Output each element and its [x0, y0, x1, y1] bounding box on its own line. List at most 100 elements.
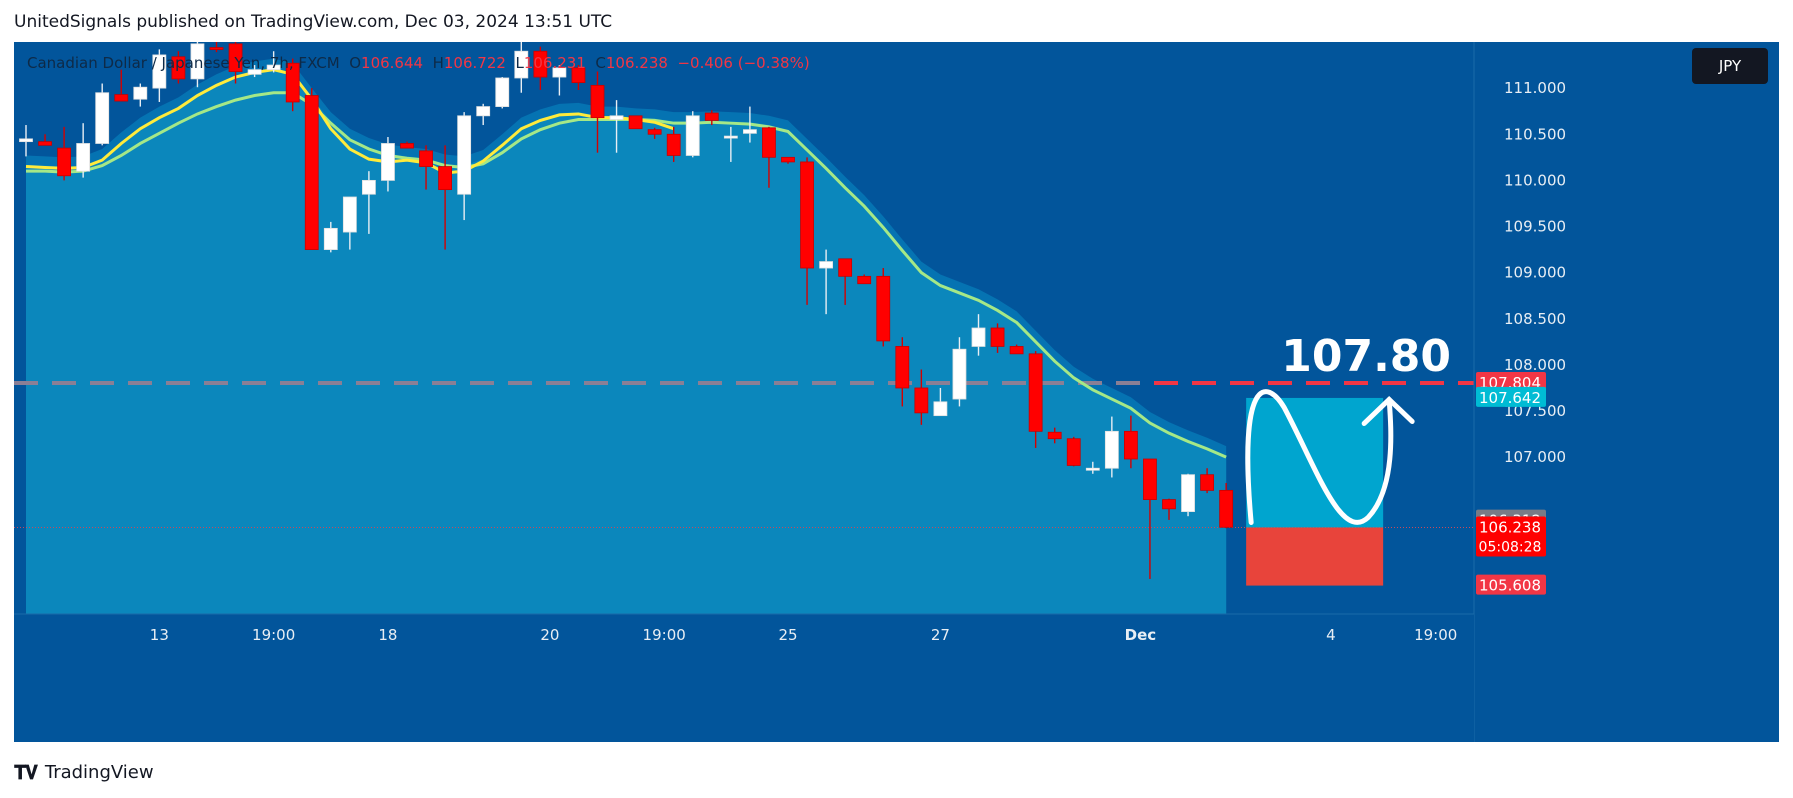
ema-fast-line [25, 68, 675, 175]
candle-body [19, 138, 33, 143]
candle[interactable] [38, 134, 52, 146]
candle[interactable] [476, 103, 491, 126]
candle[interactable] [1219, 482, 1234, 529]
candle-body [342, 196, 357, 233]
candle-body [1200, 474, 1214, 491]
candle[interactable] [228, 42, 243, 84]
candle[interactable] [57, 126, 71, 181]
candle[interactable] [114, 69, 129, 102]
candle[interactable] [781, 156, 795, 164]
candle[interactable] [76, 123, 91, 178]
candle[interactable] [209, 42, 224, 53]
candle[interactable] [285, 58, 300, 112]
open-label: O [349, 54, 362, 72]
candle-body [666, 133, 681, 156]
candle[interactable] [609, 100, 624, 153]
candle[interactable] [971, 314, 986, 356]
candle[interactable] [419, 145, 433, 190]
candle[interactable] [1200, 468, 1214, 494]
projection-layer: 107.80 [1245, 331, 1451, 586]
candle[interactable] [1009, 344, 1024, 355]
candle-body [781, 156, 795, 163]
candle[interactable] [514, 42, 529, 93]
candle[interactable] [171, 51, 186, 84]
candle-body [133, 86, 148, 100]
candles-layer [19, 42, 1234, 579]
candle[interactable] [1143, 458, 1157, 579]
y-tick-label: 109.500 [1504, 218, 1566, 236]
candle[interactable] [342, 196, 357, 250]
x-tick-label: 20 [540, 626, 559, 644]
candle[interactable] [19, 125, 33, 157]
candle-body [838, 258, 853, 277]
time-axis[interactable] [14, 614, 1474, 742]
candle[interactable] [381, 137, 395, 192]
candle-body [457, 115, 472, 195]
candle[interactable] [1181, 473, 1195, 517]
footer-brand[interactable]: 𝐓𝐕 TradingView [14, 760, 154, 786]
candle[interactable] [247, 65, 262, 78]
candle-body [533, 50, 548, 78]
candle[interactable] [800, 157, 814, 305]
candle-body [1124, 430, 1138, 460]
candle-body [247, 69, 262, 75]
price-label-badge [1476, 516, 1546, 557]
candle[interactable] [304, 88, 319, 250]
candle-body [171, 56, 186, 80]
candle[interactable] [1085, 461, 1100, 474]
candle[interactable] [1124, 415, 1138, 469]
candle[interactable] [190, 42, 205, 88]
y-tick-label: 107.000 [1504, 448, 1566, 466]
candle-body [190, 43, 205, 80]
candle[interactable] [323, 221, 338, 253]
candle[interactable] [704, 110, 719, 126]
candle[interactable] [1028, 351, 1043, 448]
candlestick-chart[interactable]: 107.80 111.000 110.500 110.000 109.500 109.0… [14, 42, 1779, 742]
close-label: C [595, 54, 606, 72]
candle-body [1028, 353, 1043, 432]
chart-pane[interactable]: 107.80 111.000 110.500 110.000 109.500 109.0… [14, 42, 1779, 742]
x-tick-label: 27 [931, 626, 950, 644]
candle[interactable] [647, 127, 662, 139]
candle[interactable] [666, 126, 681, 162]
candle[interactable] [895, 337, 910, 407]
candle-body [895, 346, 910, 389]
candle-body [1047, 431, 1062, 440]
candle[interactable] [762, 126, 776, 188]
candle-body [361, 179, 376, 195]
candle[interactable] [552, 65, 567, 96]
candle[interactable] [933, 387, 948, 417]
candle[interactable] [819, 249, 833, 315]
candle[interactable] [876, 268, 891, 347]
candle-body [114, 94, 129, 102]
candle[interactable] [590, 71, 605, 153]
candle[interactable] [95, 83, 110, 146]
currency-badge[interactable]: JPY [1692, 48, 1768, 84]
y-tick-label: 110.500 [1504, 125, 1566, 143]
tradingview-logo-icon: 𝐓𝐕 [14, 762, 38, 784]
candle[interactable] [400, 141, 414, 149]
candle[interactable] [438, 145, 453, 250]
candle[interactable] [1066, 436, 1081, 467]
candle[interactable] [457, 112, 472, 221]
candle[interactable] [495, 77, 510, 109]
candle[interactable] [914, 369, 929, 425]
y-tick-label: 111.000 [1504, 79, 1566, 97]
candle[interactable] [361, 171, 376, 234]
candle[interactable] [152, 49, 167, 102]
candle[interactable] [1047, 427, 1062, 444]
candle[interactable] [1104, 416, 1119, 478]
candle[interactable] [266, 51, 281, 73]
candle[interactable] [838, 258, 853, 305]
candle[interactable] [857, 274, 872, 285]
candle[interactable] [990, 323, 1005, 353]
candle[interactable] [628, 115, 643, 130]
candle[interactable] [133, 83, 148, 107]
candle[interactable] [571, 65, 586, 90]
candle[interactable] [685, 111, 700, 158]
candle[interactable] [533, 46, 548, 90]
candle[interactable] [723, 126, 738, 162]
candle[interactable] [1162, 498, 1176, 520]
candle[interactable] [743, 106, 757, 143]
candle[interactable] [952, 337, 967, 407]
